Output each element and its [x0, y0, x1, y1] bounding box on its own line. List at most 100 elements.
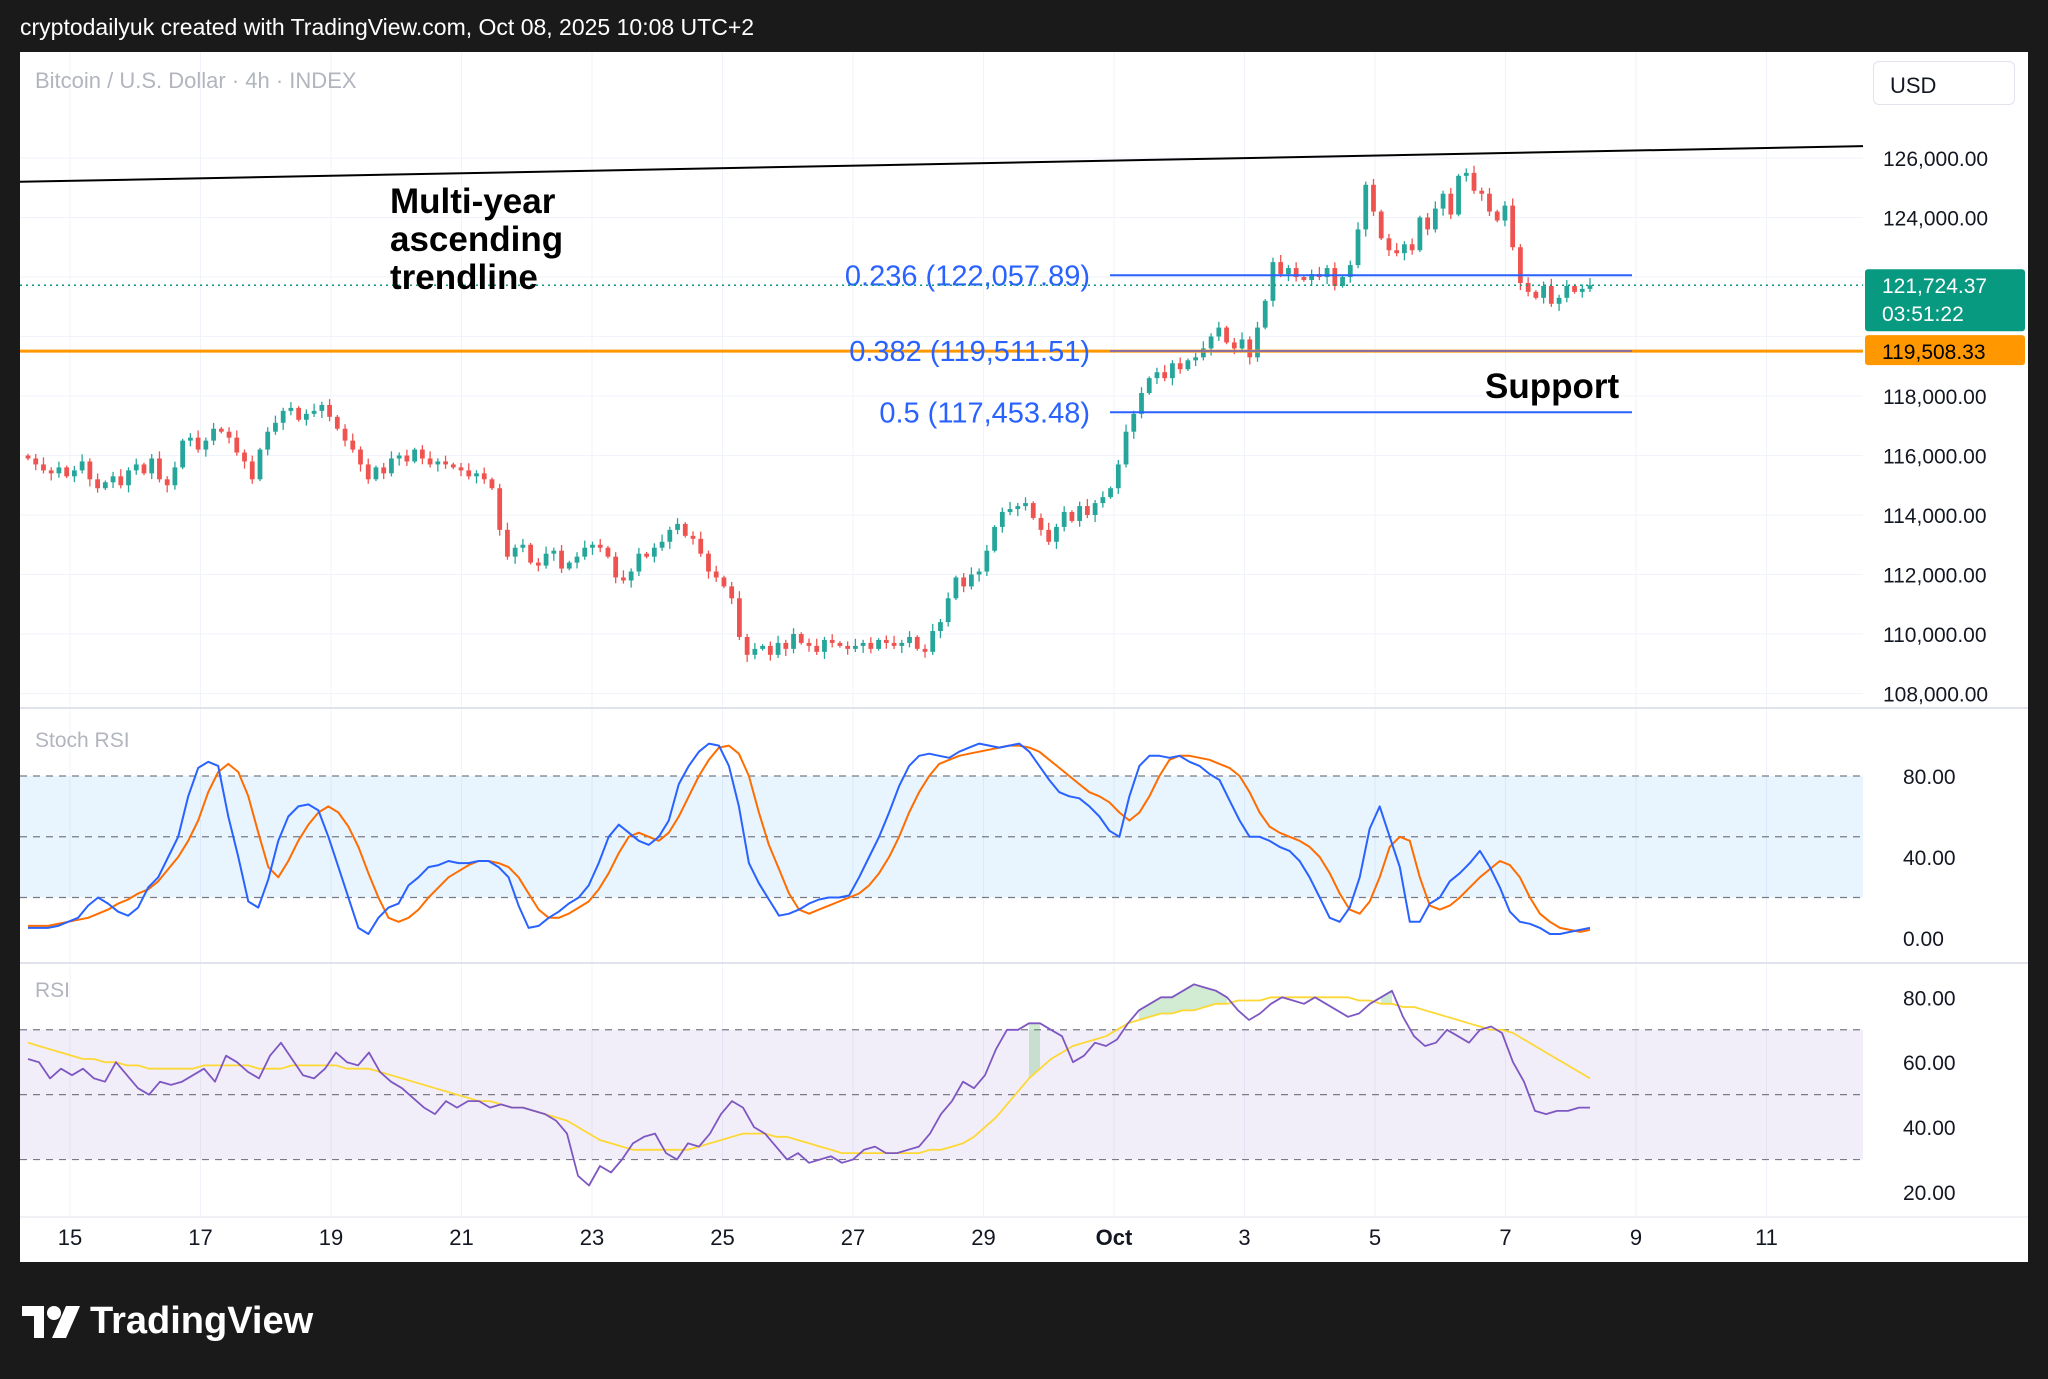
fib-level-label: 0.382 (119,511.51): [849, 336, 1090, 368]
candle-body: [1494, 211, 1500, 221]
candle-body: [1417, 217, 1423, 251]
currency-button[interactable]: USD: [1873, 61, 2015, 105]
candle: [976, 568, 982, 582]
candle: [667, 526, 673, 549]
candle: [419, 445, 425, 465]
candle-body: [590, 544, 595, 548]
candle: [566, 560, 572, 571]
chart-canvas[interactable]: 0.236 (122,057.89) 0.382 (119,511.51) 0.5 …: [20, 52, 2028, 1262]
time-axis-tick-label: 19: [319, 1225, 343, 1250]
candle: [118, 469, 124, 489]
candle: [597, 538, 603, 553]
candle-body: [273, 422, 278, 432]
candle-body: [621, 577, 626, 581]
candle: [1084, 498, 1090, 519]
candle-body: [288, 407, 294, 411]
stoch-rsi-pane-title: Stoch RSI: [35, 729, 130, 752]
candle: [605, 545, 611, 559]
candle-body: [597, 544, 603, 548]
candle: [1417, 215, 1423, 253]
candle-body: [1046, 529, 1052, 542]
candle: [1502, 201, 1508, 227]
candle: [389, 451, 394, 477]
candle-body: [1061, 512, 1067, 527]
candle: [1185, 358, 1191, 372]
candle: [1170, 360, 1175, 386]
price-axis-tick-label: 114,000.00: [1883, 505, 1987, 528]
candle-body: [1038, 517, 1044, 530]
candle-body: [1324, 268, 1330, 277]
candle: [41, 457, 46, 474]
time-axis-tick-label: 9: [1630, 1225, 1642, 1250]
candle-body: [930, 631, 936, 652]
candle: [969, 567, 974, 590]
candle-body: [798, 634, 804, 643]
candle-body: [1200, 348, 1206, 358]
candle: [319, 401, 325, 419]
candle-body: [706, 553, 711, 572]
candle-body: [829, 639, 835, 643]
candle: [149, 454, 155, 480]
candle: [72, 465, 77, 483]
candle: [242, 449, 247, 469]
candle-body: [1518, 247, 1523, 283]
candle-body: [358, 449, 363, 465]
candle: [1177, 357, 1183, 374]
candle: [713, 565, 719, 582]
candle-body: [157, 458, 162, 480]
candle-body: [1077, 506, 1083, 521]
candle: [1108, 486, 1113, 499]
candle-body: [1293, 268, 1299, 277]
candle: [752, 643, 758, 660]
candle: [64, 465, 70, 479]
candle: [1115, 459, 1121, 495]
candle-body: [628, 571, 634, 581]
candle: [1293, 262, 1299, 282]
candle: [876, 638, 881, 651]
candle-body: [458, 467, 464, 471]
candle: [659, 534, 665, 551]
candle: [945, 592, 951, 627]
candle-body: [1463, 172, 1469, 176]
candle-body: [1154, 372, 1160, 379]
candle-body: [512, 547, 518, 557]
candle-body: [744, 636, 750, 655]
candle: [1340, 275, 1345, 288]
candle: [1131, 410, 1137, 439]
trendline-annotation-label: ascending: [390, 220, 563, 259]
candle-body: [1440, 193, 1446, 209]
candle-body: [195, 437, 201, 450]
candle-body: [651, 547, 657, 557]
candle: [404, 449, 410, 466]
candle-body: [791, 634, 796, 649]
candle-body: [682, 523, 688, 536]
candle: [1146, 376, 1152, 395]
candle-body: [226, 431, 232, 438]
candle: [1363, 181, 1369, 237]
candle-body: [891, 642, 897, 646]
candle-body: [249, 461, 255, 480]
chart-frame[interactable]: 0.236 (122,057.89) 0.382 (119,511.51) 0.5 …: [20, 52, 2028, 1262]
candle-body: [450, 464, 456, 468]
grid-lines: [20, 52, 1863, 1217]
candle-body: [342, 428, 348, 441]
candle-body: [737, 598, 742, 637]
candle: [280, 407, 286, 430]
candle: [188, 433, 193, 447]
candle-body: [242, 452, 247, 462]
candle: [791, 628, 796, 654]
candle-body: [1193, 357, 1199, 361]
candle-body: [1556, 297, 1562, 304]
time-axis-tick-label: 3: [1238, 1225, 1250, 1250]
candle-body: [87, 461, 93, 480]
candle-body: [543, 553, 549, 566]
candle: [203, 437, 209, 457]
candle-body: [729, 586, 735, 599]
candle-body: [211, 428, 216, 441]
candle-body: [1479, 190, 1485, 194]
candle: [1487, 187, 1492, 217]
candle-body: [613, 556, 619, 578]
candle: [141, 462, 147, 476]
candle-body: [713, 571, 719, 578]
candle: [481, 467, 487, 484]
